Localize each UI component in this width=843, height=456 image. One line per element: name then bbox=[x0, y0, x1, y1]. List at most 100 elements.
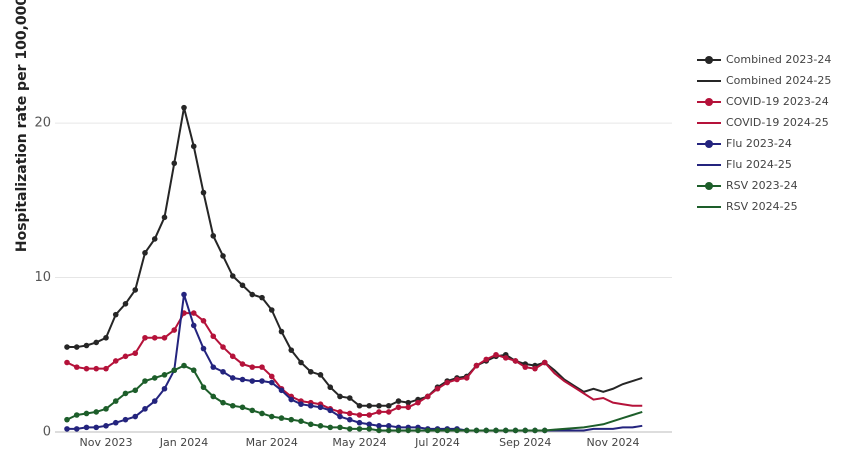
data-point bbox=[376, 427, 382, 434]
legend-item: RSV 2024-25 bbox=[697, 200, 798, 213]
data-point bbox=[132, 287, 139, 293]
data-point bbox=[171, 367, 178, 374]
data-point bbox=[220, 253, 226, 259]
data-point bbox=[395, 404, 402, 411]
data-point bbox=[64, 359, 70, 366]
data-point bbox=[64, 416, 70, 423]
data-point bbox=[73, 344, 80, 350]
data-point bbox=[239, 282, 246, 289]
data-point bbox=[405, 399, 412, 406]
legend-marker bbox=[705, 182, 713, 190]
data-point bbox=[512, 427, 519, 434]
data-point bbox=[229, 273, 236, 279]
data-point bbox=[483, 427, 490, 434]
data-point bbox=[532, 427, 538, 434]
data-point bbox=[454, 427, 460, 434]
data-point bbox=[122, 416, 129, 423]
x-tick-label: Nov 2023 bbox=[80, 436, 133, 449]
data-point bbox=[366, 426, 373, 432]
data-point bbox=[356, 402, 363, 409]
data-point bbox=[434, 385, 441, 392]
data-point bbox=[83, 410, 90, 417]
legend-label: COVID-19 2023-24 bbox=[726, 95, 829, 108]
data-point bbox=[151, 236, 158, 242]
data-point bbox=[73, 364, 80, 370]
data-point bbox=[298, 359, 304, 366]
data-point bbox=[317, 423, 324, 429]
data-point bbox=[122, 353, 129, 360]
data-point bbox=[493, 427, 499, 434]
data-point bbox=[337, 393, 343, 400]
data-point bbox=[424, 393, 431, 400]
data-point bbox=[83, 424, 90, 431]
x-tick-label: Nov 2024 bbox=[587, 436, 640, 449]
data-point bbox=[181, 104, 187, 111]
data-point bbox=[112, 419, 119, 426]
data-point bbox=[83, 365, 90, 372]
data-point bbox=[210, 333, 217, 340]
data-point bbox=[229, 402, 236, 409]
data-point bbox=[356, 412, 363, 418]
data-point bbox=[376, 423, 382, 429]
legend-label: RSV 2024-25 bbox=[726, 200, 798, 213]
data-point bbox=[395, 427, 402, 434]
data-point bbox=[512, 358, 519, 364]
data-point bbox=[229, 353, 236, 360]
data-point bbox=[327, 424, 334, 431]
data-point bbox=[385, 402, 392, 409]
data-point bbox=[181, 362, 187, 369]
data-point bbox=[395, 398, 402, 404]
data-point bbox=[93, 409, 100, 415]
data-point bbox=[415, 427, 421, 434]
legend-label: Combined 2023-24 bbox=[726, 53, 831, 66]
data-point bbox=[103, 334, 109, 341]
data-point bbox=[337, 424, 343, 431]
data-point bbox=[463, 427, 470, 434]
y-tick-label: 0 bbox=[43, 425, 51, 440]
data-point bbox=[502, 427, 509, 434]
data-point bbox=[356, 426, 363, 432]
legend-marker bbox=[705, 56, 713, 64]
legend-marker bbox=[705, 98, 713, 106]
data-point bbox=[229, 375, 236, 381]
data-point bbox=[171, 160, 178, 167]
data-point bbox=[132, 387, 139, 394]
data-point bbox=[73, 412, 80, 418]
x-tick-label: Mar 2024 bbox=[246, 436, 298, 449]
data-point bbox=[424, 427, 431, 434]
data-point bbox=[405, 427, 412, 434]
data-point bbox=[200, 384, 207, 391]
data-point bbox=[210, 393, 217, 400]
data-point bbox=[93, 365, 100, 372]
series-line bbox=[67, 107, 546, 407]
data-point bbox=[239, 361, 246, 367]
data-point bbox=[161, 334, 168, 341]
legend-item: Combined 2024-25 bbox=[697, 74, 831, 87]
data-point bbox=[151, 334, 158, 341]
data-point bbox=[132, 413, 139, 420]
data-point bbox=[142, 378, 148, 384]
data-point bbox=[307, 368, 314, 375]
data-point bbox=[288, 416, 295, 423]
data-point bbox=[64, 344, 70, 350]
series-line bbox=[544, 410, 643, 432]
data-point bbox=[366, 421, 373, 428]
data-point bbox=[83, 342, 90, 349]
series-line bbox=[66, 364, 545, 432]
data-point bbox=[385, 427, 392, 434]
data-point bbox=[122, 390, 129, 397]
data-point bbox=[337, 413, 343, 420]
legend-item: Flu 2023-24 bbox=[697, 137, 792, 150]
data-point bbox=[249, 364, 256, 370]
data-point bbox=[161, 385, 168, 392]
data-point bbox=[220, 344, 226, 350]
data-point bbox=[268, 307, 275, 313]
data-point bbox=[132, 350, 139, 357]
series-line bbox=[544, 361, 643, 407]
data-point bbox=[473, 427, 480, 434]
data-point bbox=[346, 395, 353, 401]
data-point bbox=[307, 421, 314, 428]
data-point bbox=[444, 427, 451, 434]
data-point bbox=[346, 410, 353, 417]
